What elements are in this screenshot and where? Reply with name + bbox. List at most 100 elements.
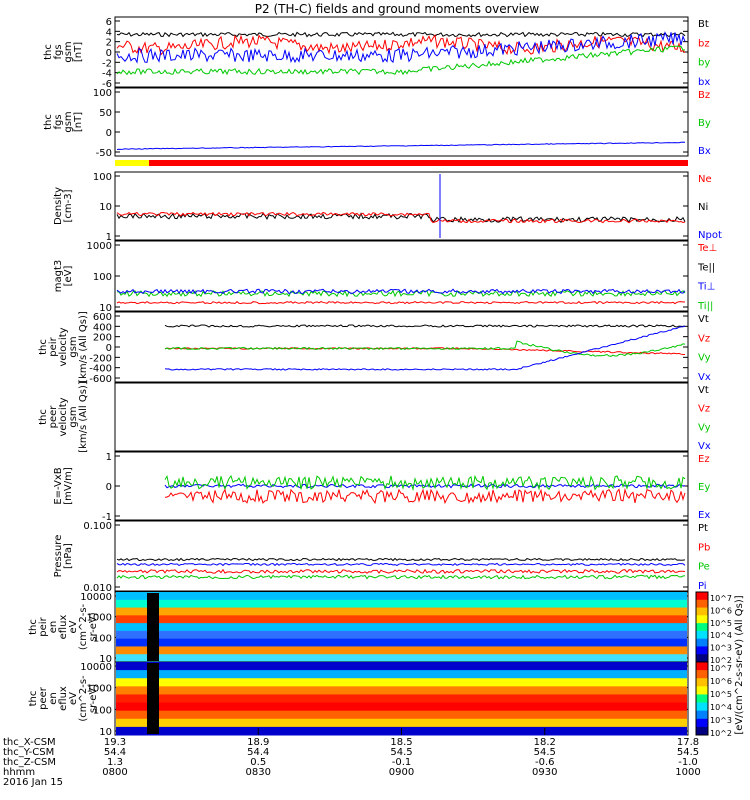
series-ey xyxy=(164,474,686,492)
mode-bar-segment xyxy=(149,160,688,166)
ylabel-line: gsm xyxy=(63,111,74,132)
ytick-label: 10000 xyxy=(80,592,112,603)
panel-pressure: Pressure [nPa] 0.100 0.010 Pt Pb Pe Pi xyxy=(53,520,710,594)
colorbar-tick: 10^6 xyxy=(710,606,732,615)
xaxis-value: -0.1 xyxy=(392,757,412,768)
colorbar-segment xyxy=(696,710,708,720)
colorbar-segment xyxy=(696,726,708,736)
xaxis-value: 0800 xyxy=(102,767,127,778)
ylabel-line: [eV] xyxy=(63,266,74,287)
legend-pi: Pi xyxy=(698,581,707,592)
legend-vt: Vt xyxy=(698,314,709,325)
series-by xyxy=(116,45,686,76)
colorbar-tick: 10^5 xyxy=(710,690,732,699)
xaxis-row-label: hhmm xyxy=(3,767,35,778)
ylabel-line: thc xyxy=(43,44,54,60)
legend-vy: Vy xyxy=(698,353,711,364)
ytick-label: 1000 xyxy=(87,684,112,695)
ylabel-line: thc xyxy=(28,619,39,635)
ytick-label: 10000 xyxy=(80,662,112,673)
xaxis-value: 54.5 xyxy=(677,747,699,758)
ytick-label: 0 xyxy=(106,128,112,139)
legend-ne: Ne xyxy=(698,174,712,185)
xaxis-value: 54.5 xyxy=(534,747,556,758)
xaxis-value: 18.9 xyxy=(247,737,269,748)
ylabel-line: [mV/m] xyxy=(63,467,74,505)
ylabel-line: thc xyxy=(28,691,39,707)
colorbar-tick: 10^2 xyxy=(710,656,732,665)
ytick-label: 1000 xyxy=(87,241,112,252)
ylabel-line: [cm-3] xyxy=(63,189,74,222)
colorbar-label: [eV/(cm^2-s-sr-eV) (All Qs)] xyxy=(734,595,745,734)
spectrogram-band xyxy=(116,599,687,609)
legend-bx: Bx xyxy=(698,146,711,157)
panel-ylabel: thc fgs gsm [nT] xyxy=(43,111,84,132)
colorbar-tick: 10^7 xyxy=(710,664,732,673)
ytick-label: 600 xyxy=(93,312,112,323)
colorbar-segment xyxy=(696,630,708,640)
legend-bx: bx xyxy=(698,77,710,88)
ytick-label: 2 xyxy=(106,38,112,49)
xaxis-value: 1.3 xyxy=(107,757,123,768)
spectrogram-band xyxy=(116,686,687,695)
legend-vx: Vx xyxy=(698,441,711,452)
colorbar-segment xyxy=(696,670,708,679)
series-vx xyxy=(164,325,686,371)
series-vz xyxy=(164,347,685,355)
ylabel-line: Density xyxy=(53,187,64,225)
colorbar-segment xyxy=(696,607,708,616)
ylabel-line: peir xyxy=(48,336,59,356)
spectrogram-band xyxy=(116,630,687,640)
ylabel-line: fgs xyxy=(53,44,64,59)
spectrogram-gap xyxy=(147,593,159,661)
ylabel-line: [km/s (All Qs)] xyxy=(78,381,89,453)
ytick-label: 1000 xyxy=(87,613,112,624)
xaxis-value: 0830 xyxy=(246,767,271,778)
ytick-label: 1 xyxy=(106,452,112,463)
legend-by: By xyxy=(698,118,711,129)
colorbar-tick: 10^4 xyxy=(710,631,732,640)
ylabel-line: sr-eV) xyxy=(88,684,99,713)
ylabel-line: gsm xyxy=(68,406,79,427)
ytick-label: 100 xyxy=(93,633,112,644)
xaxis-value: 54.4 xyxy=(247,747,269,758)
colorbar-tick: 10^3 xyxy=(710,644,732,653)
series-bz xyxy=(116,33,686,56)
series-bx xyxy=(116,31,686,64)
legend-bt: Bt xyxy=(698,19,709,30)
ylabel-line: thc xyxy=(38,409,49,425)
ylabel-line: velocity xyxy=(58,397,69,436)
ytick-label: 10 xyxy=(99,654,112,665)
legend-pe: Pe xyxy=(698,562,710,573)
ylabel-line: thc xyxy=(43,114,54,130)
ytick-label: 0 xyxy=(106,482,112,493)
panel-frame xyxy=(114,382,689,452)
colorbar-segment xyxy=(696,592,708,601)
panel-efield: E=-VxB [mV/m] 1 0 -1 Ez Ey Ex xyxy=(53,451,710,523)
ytick-label: 10 xyxy=(99,727,112,738)
ytick-label: -4 xyxy=(102,69,112,80)
spectrogram-band xyxy=(116,592,687,601)
legend-npot: Npot xyxy=(698,230,722,241)
colorbar-segment xyxy=(696,678,708,687)
colorbar-tick: 10^6 xyxy=(710,677,732,686)
ytick-label: 0 xyxy=(106,48,112,59)
panel-ylabel: thc peir en eflux eV (cm^2-s-sr-eV) xyxy=(28,603,99,650)
ytick-label: -600 xyxy=(89,374,112,385)
colorbar-tick: 10^7 xyxy=(710,594,732,603)
colorbar-segment xyxy=(696,662,708,671)
colorbar-tick: 10^5 xyxy=(710,619,732,628)
spectrogram-band xyxy=(116,607,687,616)
spectrogram-band xyxy=(116,718,687,728)
ytick-label: -6 xyxy=(102,79,112,90)
colorbar-segment xyxy=(696,623,708,632)
panel-frame xyxy=(114,520,689,592)
panel-ylabel: Pressure [nPa] xyxy=(53,535,74,578)
ytick-label: -1 xyxy=(102,512,112,523)
ylabel-line: [nT] xyxy=(73,42,84,62)
panel-ylabel: thc fgs gsm [nT] xyxy=(43,41,84,62)
ytick-label: 10 xyxy=(99,202,112,213)
panel-ylabel: magt3 [eV] xyxy=(53,260,74,293)
series-pe xyxy=(116,574,686,580)
spectrogram-band xyxy=(116,638,687,647)
